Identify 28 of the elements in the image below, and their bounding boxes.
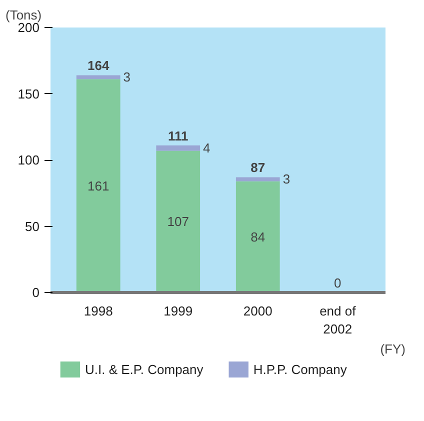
y-tick-label: 150 bbox=[18, 86, 40, 102]
legend-label: U.I. & E.P. Company bbox=[85, 362, 204, 377]
data-label: 161 bbox=[88, 178, 110, 194]
y-tick-label: 100 bbox=[18, 152, 40, 168]
bar bbox=[236, 181, 280, 292]
x-tick-label: end of 2002 bbox=[320, 304, 356, 336]
x-tick-label: 1998 bbox=[84, 304, 113, 318]
y-axis-title: (Tons) bbox=[6, 8, 42, 22]
legend-label: H.P.P. Company bbox=[253, 362, 348, 377]
data-label: 84 bbox=[250, 229, 266, 244]
y-tick-label: 0 bbox=[32, 285, 40, 300]
x-axis-title: (FY) bbox=[380, 342, 406, 356]
total-label: 87 bbox=[250, 160, 266, 176]
bar bbox=[236, 177, 280, 182]
data-label: 3 bbox=[282, 172, 290, 187]
y-tick-label: 50 bbox=[25, 218, 40, 234]
total-label: 164 bbox=[88, 58, 110, 74]
total-label: 111 bbox=[168, 128, 188, 144]
bar bbox=[76, 75, 120, 80]
x-tick-label: 2000 bbox=[243, 304, 272, 318]
total-label: 0 bbox=[334, 276, 342, 290]
data-label: 4 bbox=[203, 140, 210, 156]
bar bbox=[156, 150, 200, 292]
bar bbox=[76, 79, 120, 292]
data-label: 107 bbox=[167, 214, 189, 230]
x-tick-label: 1999 bbox=[164, 304, 193, 318]
data-label: 3 bbox=[123, 70, 131, 85]
bar bbox=[156, 145, 200, 151]
